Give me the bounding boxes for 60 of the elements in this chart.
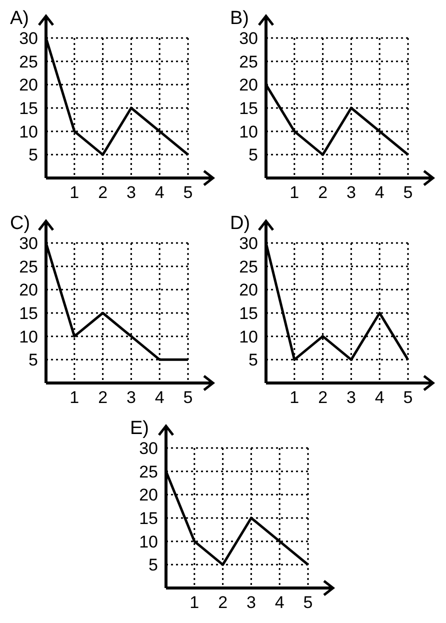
x-tick-label: 3 — [126, 388, 136, 408]
x-tick-label: 3 — [346, 388, 356, 408]
y-tick-label: 30 — [239, 29, 258, 48]
y-tick-label: 25 — [19, 52, 38, 72]
x-tick-label: 5 — [403, 388, 413, 408]
y-tick-label: 10 — [19, 122, 38, 142]
chart-title: A) — [10, 8, 29, 30]
x-tick-label: 4 — [274, 593, 284, 612]
y-tick-label: 10 — [239, 122, 258, 142]
x-tick-label: 5 — [183, 183, 193, 202]
x-tick-label: 1 — [290, 183, 300, 202]
y-tick-label: 30 — [139, 439, 158, 458]
y-tick-label: 25 — [239, 257, 258, 276]
y-tick-label: 30 — [239, 234, 258, 254]
y-tick-label: 25 — [139, 462, 158, 482]
x-tick-label: 4 — [374, 183, 384, 202]
y-tick-label: 20 — [139, 486, 158, 505]
x-tick-label: 1 — [70, 183, 80, 202]
chart-title: C) — [10, 213, 30, 235]
y-tick-label: 15 — [139, 509, 158, 528]
x-tick-label: 1 — [190, 593, 200, 612]
x-tick-label: 4 — [374, 388, 384, 408]
y-tick-label: 30 — [19, 29, 38, 48]
y-tick-label: 5 — [148, 556, 158, 575]
y-tick-label: 20 — [19, 76, 38, 95]
y-tick-label: 5 — [28, 350, 38, 370]
chart-title: D) — [230, 213, 250, 235]
x-tick-label: 2 — [318, 183, 328, 202]
y-tick-label: 25 — [19, 257, 38, 276]
y-tick-label: 15 — [19, 304, 38, 324]
x-tick-label: 5 — [403, 183, 413, 202]
y-tick-label: 5 — [248, 350, 258, 370]
x-tick-label: 4 — [154, 388, 164, 408]
x-tick-label: 3 — [246, 593, 256, 612]
x-tick-label: 2 — [98, 183, 108, 202]
x-tick-label: 1 — [290, 388, 300, 408]
x-tick-label: 2 — [98, 388, 108, 408]
y-tick-label: 20 — [19, 280, 38, 300]
y-tick-label: 10 — [19, 327, 38, 346]
y-tick-label: 5 — [248, 146, 258, 165]
y-tick-label: 10 — [139, 532, 158, 552]
y-tick-label: 30 — [19, 234, 38, 254]
y-tick-label: 15 — [239, 99, 258, 118]
x-tick-label: 4 — [154, 183, 164, 202]
chart-title: B) — [230, 8, 249, 30]
y-tick-label: 5 — [28, 146, 38, 165]
x-tick-label: 1 — [70, 388, 80, 408]
y-tick-label: 20 — [239, 280, 258, 300]
x-tick-label: 3 — [346, 183, 356, 202]
x-tick-label: 5 — [303, 593, 313, 612]
x-tick-label: 2 — [218, 593, 228, 612]
y-tick-label: 15 — [19, 99, 38, 118]
chart-title: E) — [130, 418, 149, 440]
y-tick-label: 25 — [239, 52, 258, 72]
y-tick-label: 20 — [239, 76, 258, 95]
x-tick-label: 5 — [183, 388, 193, 408]
y-tick-label: 10 — [239, 327, 258, 346]
x-tick-label: 3 — [126, 183, 136, 202]
x-tick-label: 2 — [318, 388, 328, 408]
y-tick-label: 15 — [239, 304, 258, 324]
